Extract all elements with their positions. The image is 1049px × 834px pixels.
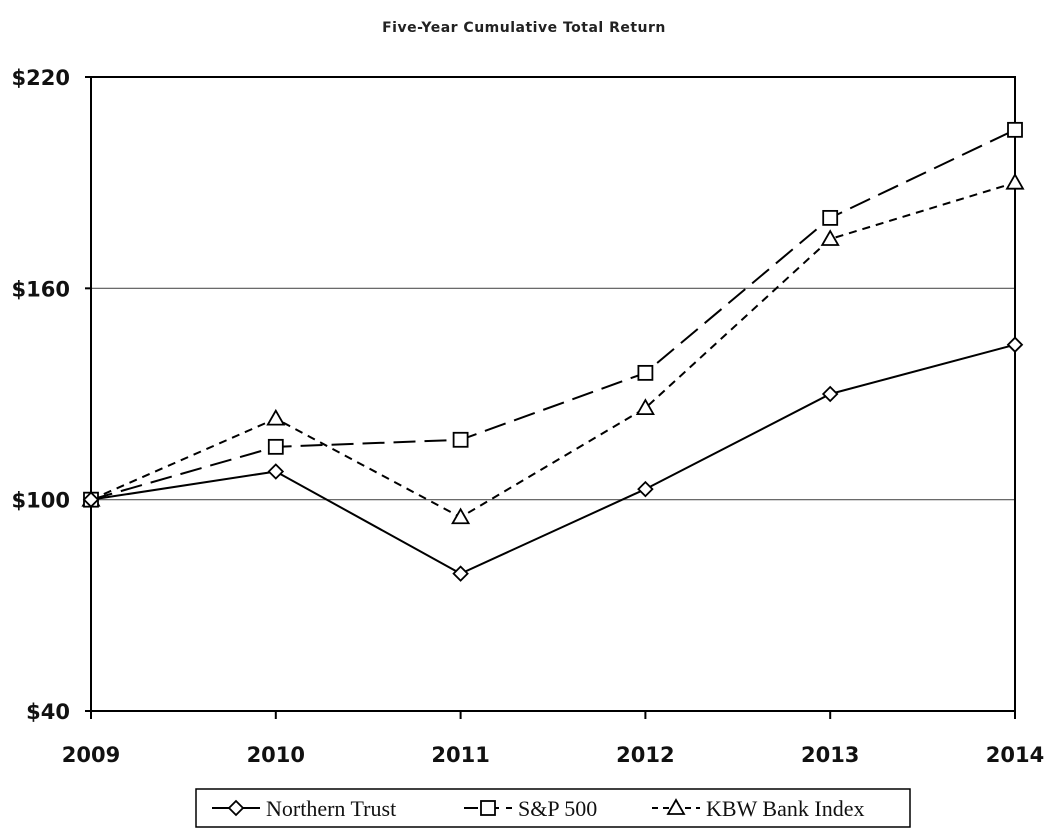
series-diamond [82, 336, 1024, 582]
y-tick-label: $40 [26, 700, 70, 724]
y-axis: $40 $100 $160 $220 [12, 66, 91, 724]
gridlines [91, 287, 1015, 501]
data-point [452, 431, 469, 448]
data-point [266, 408, 286, 426]
y-tick-label: $220 [12, 66, 70, 90]
series-line [90, 181, 1016, 519]
legend: Northern Trust S&P 500 KBW Bank Index [195, 788, 911, 828]
data-point [821, 385, 839, 403]
data-point [1005, 172, 1025, 190]
series-line [90, 343, 1016, 575]
data-point [267, 438, 284, 455]
plot-area [90, 76, 1016, 712]
series-triangle [81, 172, 1025, 525]
legend-entry: KBW Bank Index [652, 796, 864, 821]
legend-label: Northern Trust [266, 796, 396, 821]
series-square [83, 121, 1023, 508]
x-axis: 2009 2010 2011 2012 2013 2014 [62, 711, 1044, 767]
legend-label: KBW Bank Index [706, 796, 864, 821]
series-line [90, 128, 1016, 501]
chart-title: Five-Year Cumulative Total Return [382, 20, 666, 36]
data-point [820, 229, 840, 246]
legend-marker [480, 800, 496, 816]
x-tick-label: 2011 [431, 743, 489, 767]
data-point [822, 209, 839, 226]
data-point [637, 480, 654, 498]
data-point [1007, 121, 1023, 138]
data-point [635, 398, 655, 415]
legend-entry: Northern Trust [212, 796, 396, 821]
data-point [452, 565, 469, 582]
legend-marker [666, 798, 686, 815]
legend-marker [227, 799, 245, 817]
legend-box [195, 788, 911, 828]
x-tick-label: 2009 [62, 743, 120, 767]
legend-label: S&P 500 [518, 796, 597, 821]
data-point [451, 507, 471, 525]
x-tick-label: 2014 [986, 743, 1044, 767]
data-point [1006, 336, 1024, 353]
x-tick-label: 2013 [801, 743, 859, 767]
y-tick-label: $100 [12, 489, 70, 513]
data-point [267, 463, 285, 480]
y-tick-label: $160 [12, 277, 70, 301]
series-lines [81, 121, 1025, 582]
data-point [637, 364, 654, 381]
legend-entry: S&P 500 [464, 796, 597, 821]
x-tick-label: 2010 [247, 743, 305, 767]
x-tick-label: 2012 [616, 743, 674, 767]
data-point [82, 491, 100, 508]
